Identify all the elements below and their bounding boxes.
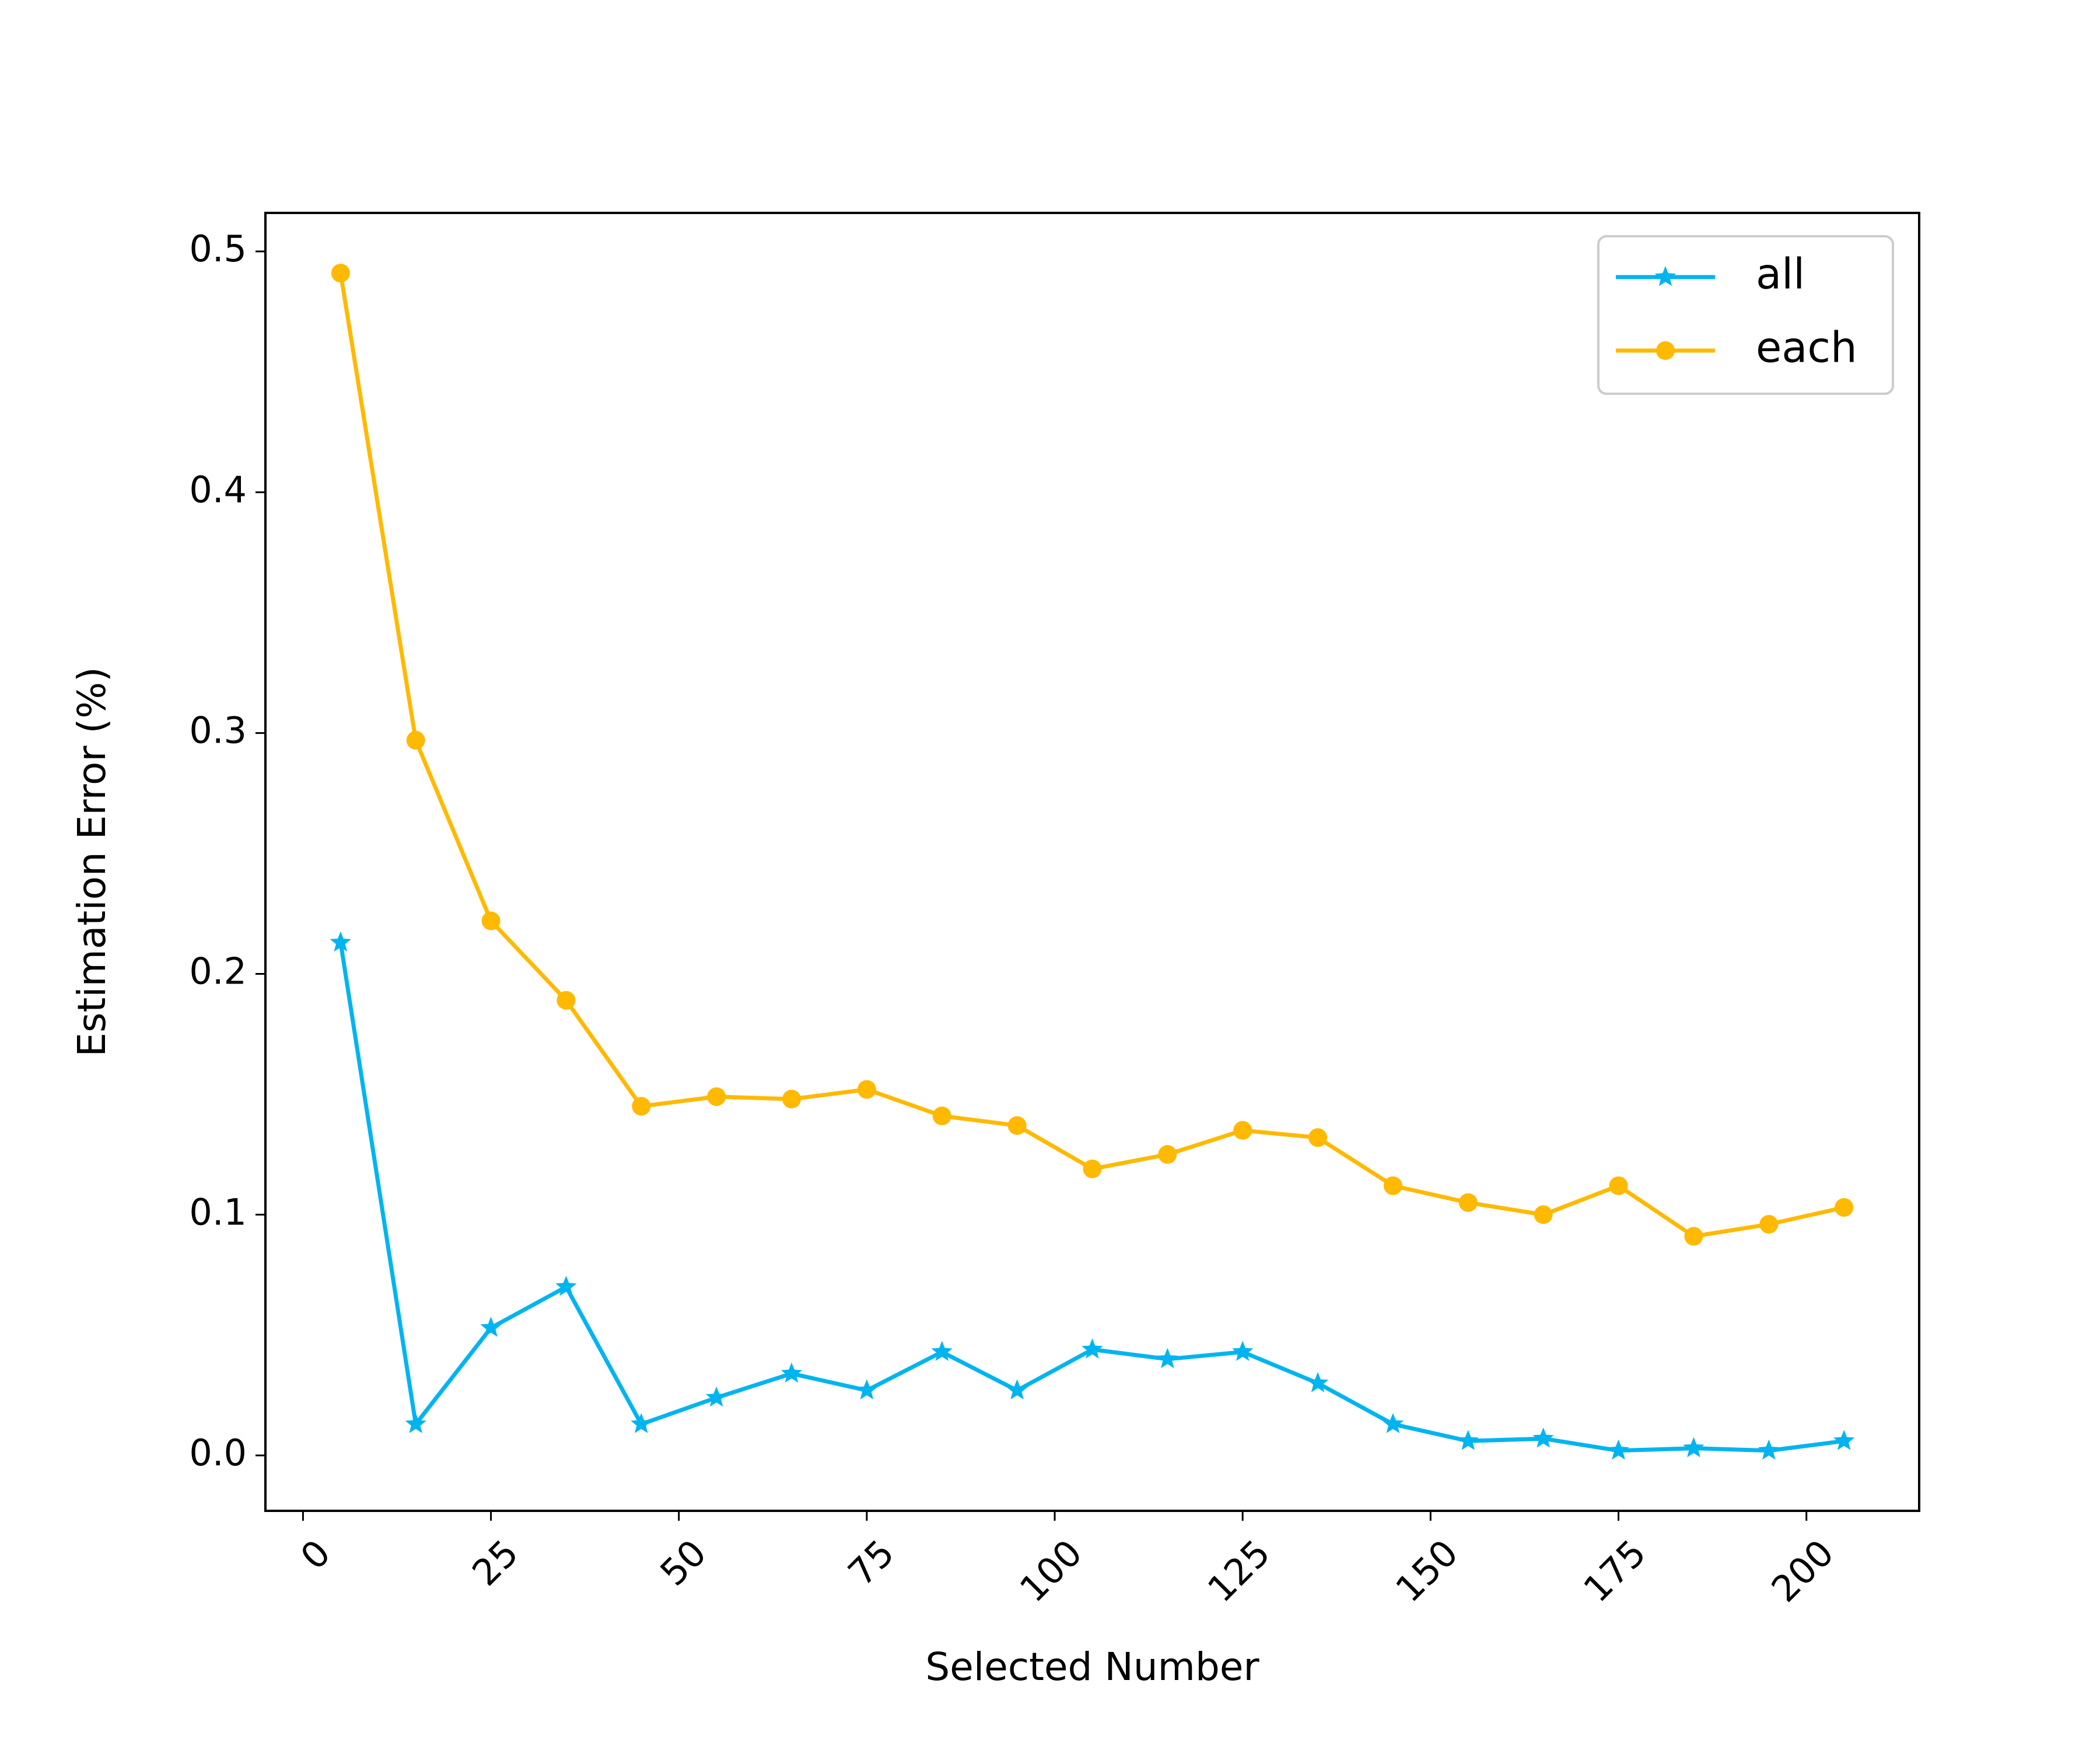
data-point-all <box>631 1413 652 1433</box>
data-point-each <box>1233 1121 1252 1140</box>
data-point-each <box>481 911 501 930</box>
data-point-each <box>932 1107 951 1126</box>
data-point-each <box>406 731 425 750</box>
data-point-each <box>1835 1198 1854 1217</box>
data-point-all <box>1382 1413 1404 1433</box>
data-point-each <box>1684 1227 1703 1246</box>
data-point-all <box>330 931 351 952</box>
y-tick-label: 0.3 <box>189 709 247 752</box>
legend-marker-each <box>1656 341 1675 360</box>
y-tick-label: 0.0 <box>189 1432 247 1474</box>
y-tick-label: 0.4 <box>189 468 247 511</box>
x-axis-label: Selected Number <box>925 1644 1259 1689</box>
data-point-each <box>1007 1116 1027 1135</box>
data-point-each <box>1534 1205 1553 1224</box>
axes-frame <box>264 212 1920 1512</box>
data-point-all <box>1758 1439 1780 1460</box>
plot-area <box>330 264 1855 1460</box>
data-point-all <box>405 1413 426 1433</box>
data-point-each <box>1458 1193 1478 1212</box>
data-point-all <box>1457 1430 1479 1450</box>
data-point-all <box>555 1276 577 1296</box>
data-point-all <box>1683 1437 1704 1458</box>
legend: all each <box>1597 235 1894 395</box>
data-point-each <box>1308 1128 1328 1147</box>
data-point-each <box>1083 1159 1102 1178</box>
y-tick-label: 0.5 <box>189 228 247 270</box>
data-point-each <box>331 264 350 283</box>
y-tick-label: 0.2 <box>189 950 247 993</box>
y-tick-label: 0.1 <box>189 1191 247 1233</box>
data-point-all <box>1232 1340 1254 1362</box>
data-point-all <box>1608 1439 1629 1460</box>
data-point-each <box>857 1080 876 1099</box>
data-point-each <box>1609 1176 1628 1195</box>
data-point-each <box>1759 1214 1779 1234</box>
data-point-all <box>705 1386 727 1407</box>
data-point-each <box>1158 1145 1177 1164</box>
legend-label-all: all <box>1756 250 1805 299</box>
series-all <box>330 931 1855 1460</box>
data-point-all <box>1157 1348 1178 1368</box>
data-point-all <box>856 1379 878 1400</box>
data-point-all <box>780 1362 803 1383</box>
data-point-all <box>1833 1430 1855 1450</box>
y-axis-label: Estimation Error (%) <box>69 667 114 1057</box>
series-each <box>331 264 1854 1246</box>
data-point-each <box>632 1097 651 1116</box>
data-point-each <box>707 1087 726 1106</box>
data-point-all <box>1082 1338 1103 1359</box>
data-point-all <box>1307 1372 1329 1392</box>
legend-label-each: each <box>1756 323 1857 372</box>
data-point-all <box>931 1340 953 1362</box>
data-point-all <box>480 1317 502 1337</box>
data-point-each <box>782 1090 802 1109</box>
data-point-all <box>1532 1427 1554 1448</box>
data-point-all <box>1006 1379 1028 1400</box>
data-point-each <box>556 991 576 1010</box>
data-point-each <box>1383 1176 1402 1195</box>
legend-marker-all <box>1654 265 1676 286</box>
